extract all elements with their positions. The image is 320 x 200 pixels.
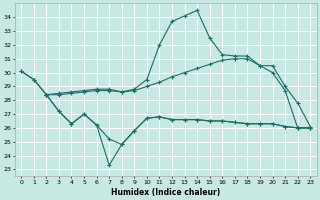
X-axis label: Humidex (Indice chaleur): Humidex (Indice chaleur)	[111, 188, 220, 197]
